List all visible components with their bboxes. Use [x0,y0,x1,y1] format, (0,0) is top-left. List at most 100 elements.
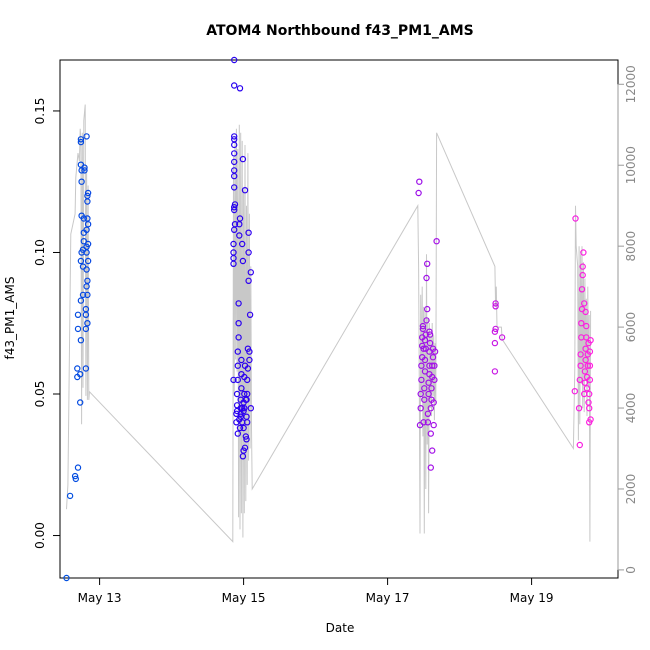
data-point [584,362,592,369]
data-point [420,345,427,352]
data-point [429,354,437,361]
data-point [237,410,244,417]
data-point [491,368,499,375]
data-point [244,365,252,372]
data-point [83,133,90,140]
data-point [84,220,92,228]
data-point [236,215,244,222]
data-point [581,300,588,307]
data-point [74,311,82,318]
data-point [421,337,429,344]
data-point [230,376,237,384]
data-point [234,376,241,384]
data-point [577,362,584,369]
data-point [426,331,434,338]
data-point [587,416,594,423]
data-point [424,305,431,313]
data-point [246,356,253,364]
data-point [230,249,237,256]
y2-tick-label: 2000 [624,474,638,505]
data-point [421,396,428,403]
data-point [421,368,429,375]
data-point [243,390,251,398]
data-point [77,257,85,265]
data-point [245,229,252,236]
data-point [576,441,584,449]
data-point [84,240,92,248]
data-point [77,138,85,146]
y2-tick-label: 0 [624,566,638,574]
data-point [63,574,70,582]
data-point [234,348,241,355]
data-point [498,334,506,341]
data-point [83,226,90,233]
data-point [582,345,589,352]
data-point [238,356,245,364]
data-point [84,291,91,299]
data-point [66,492,74,500]
data-point [424,410,432,417]
data-point [81,167,88,174]
data-point [577,351,584,358]
data-point [583,334,590,341]
data-point [72,475,80,483]
data-point [491,328,499,335]
data-point [426,328,433,335]
data-point [235,300,242,307]
data-point [578,286,586,293]
data-point [247,405,254,412]
data-point [230,203,238,211]
data-point [426,339,434,347]
data-point [84,257,92,265]
data-point [581,368,589,375]
data-point [423,274,430,282]
data-point [241,444,249,451]
data-point [80,237,88,245]
data-point [230,133,238,140]
data-point [84,189,92,197]
data-point [492,303,499,310]
data-point [417,405,424,412]
y-tick-label: 0.00 [33,522,47,549]
data-point [242,433,249,440]
data-point [586,362,594,369]
data-point [77,337,85,344]
chart-title: ATOM4 Northbound f43_PM1_AMS [206,23,473,39]
data-point [240,399,247,406]
data-point [235,320,242,327]
data-point [82,325,90,333]
data-point [79,291,87,299]
data-point [421,385,428,392]
data-point [230,167,238,174]
data-point [492,300,499,307]
data-point [429,362,436,369]
data-point [429,447,436,454]
data-point [245,249,252,256]
data-point [236,424,244,432]
data-point [234,430,241,437]
data-point [420,419,427,426]
data-point [582,356,589,364]
data-point [230,240,237,248]
data-point [74,325,82,333]
x-tick-label: May 15 [222,591,266,605]
data-point [418,362,425,369]
data-point [586,390,593,398]
y-tick-label: 0.10 [33,239,47,266]
data-point [243,436,250,443]
y2-tick-label: 12000 [624,65,638,103]
data-point [586,376,594,384]
data-point [424,419,432,426]
data-point [433,237,440,245]
data-point [231,220,239,228]
data-point [427,430,434,437]
data-point [415,189,422,197]
data-point [425,379,432,386]
data-point [579,263,586,270]
data-point [84,277,91,284]
data-point [246,348,253,355]
data-point [575,405,583,412]
data-point [233,390,241,398]
data-point [74,464,82,471]
data-point [416,178,423,185]
